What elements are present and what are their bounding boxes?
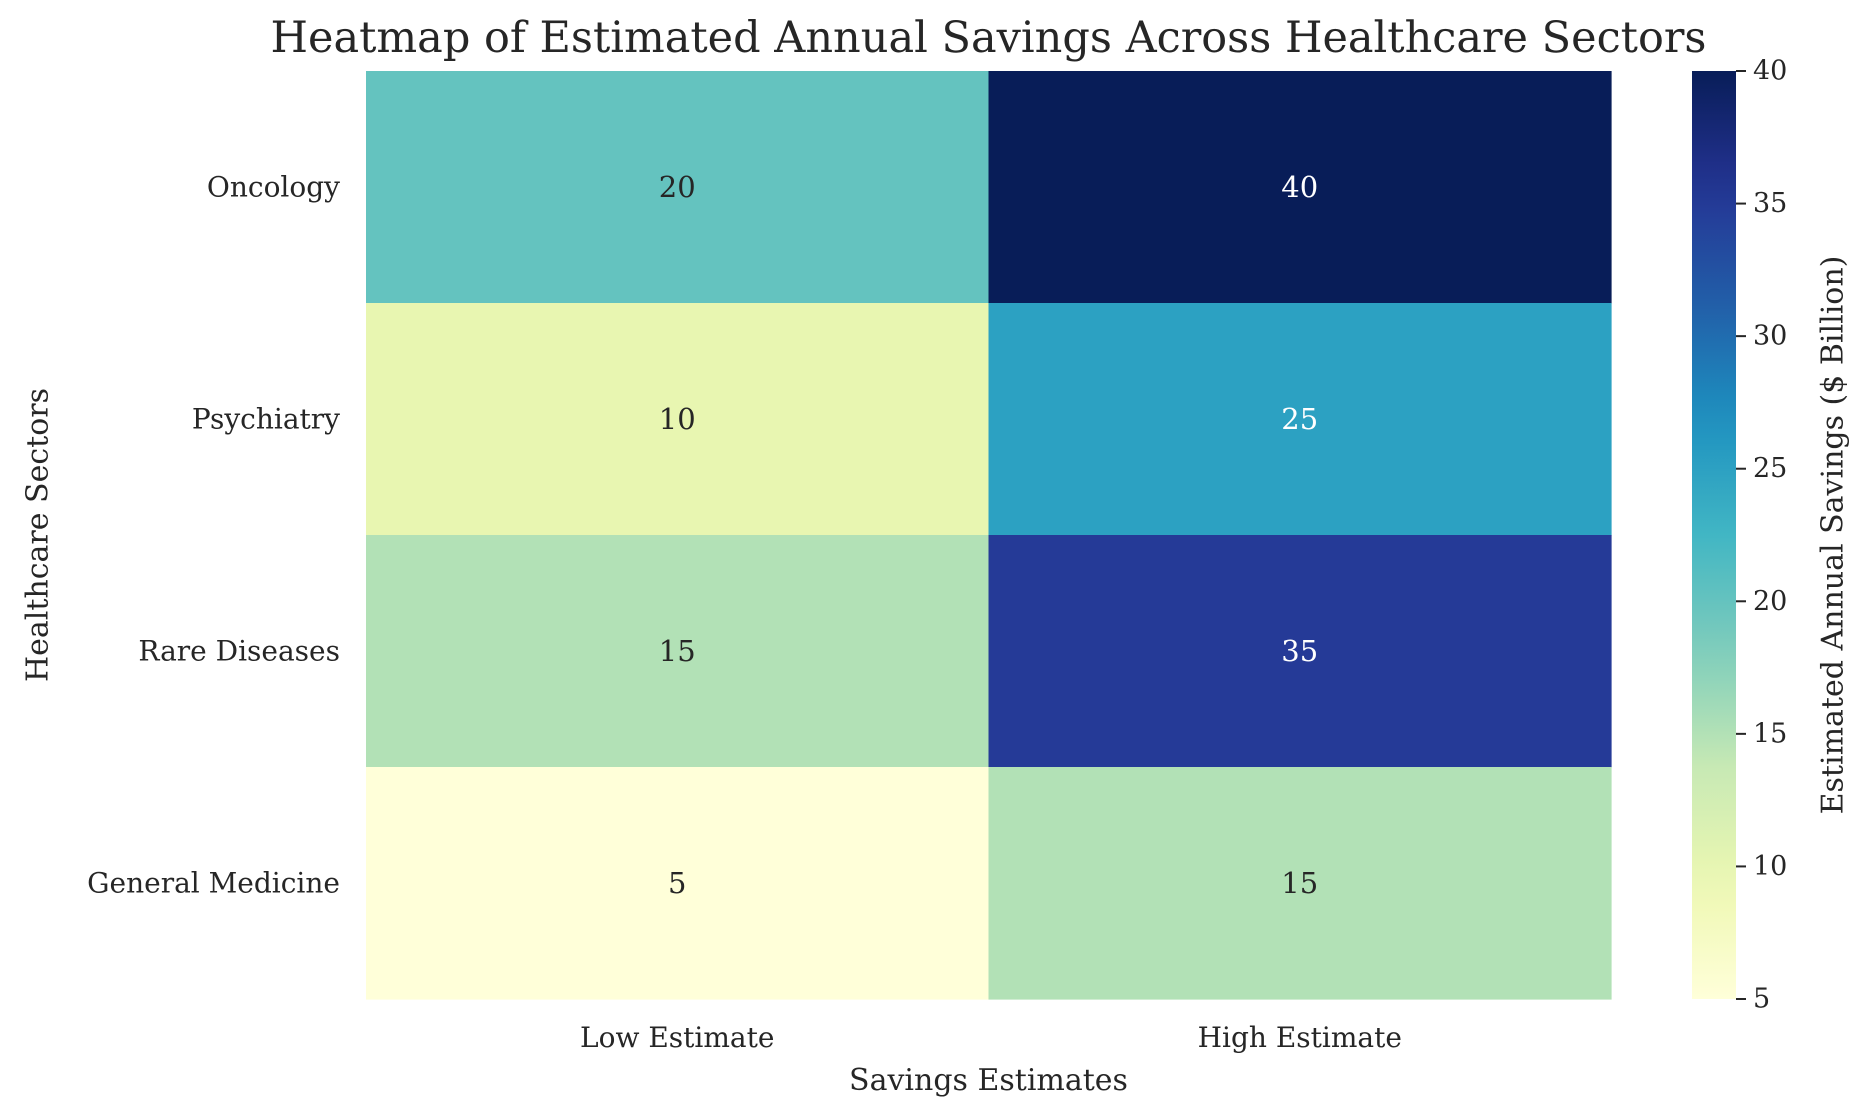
cell-value-label: 40 xyxy=(1281,170,1318,204)
y-axis-label: Healthcare Sectors xyxy=(21,388,56,682)
x-tick-labels: Low Estimate High Estimate xyxy=(580,1021,1402,1054)
colorbar-tick-label: 20 xyxy=(1753,586,1787,617)
y-tick-label: Oncology xyxy=(207,171,340,204)
colorbar-tick-label: 25 xyxy=(1753,453,1787,484)
y-tick-label: Rare Diseases xyxy=(138,635,340,668)
colorbar-gradient xyxy=(1692,71,1736,999)
cell-value-label: 15 xyxy=(659,634,696,668)
colorbar-tick-label: 35 xyxy=(1753,188,1787,219)
cell-value-label: 35 xyxy=(1281,634,1318,668)
colorbar-tick-label: 5 xyxy=(1753,984,1770,1015)
y-tick-label: General Medicine xyxy=(87,867,340,900)
colorbar-tick-label: 30 xyxy=(1753,321,1787,352)
cell-value-label: 15 xyxy=(1281,866,1318,900)
heatmap-cell-oncology-high-estimate xyxy=(988,71,1612,304)
heatmap-cell-psychiatry-high-estimate xyxy=(988,303,1612,536)
x-tick-label: Low Estimate xyxy=(580,1021,774,1054)
colorbar-ticks: 5 10 15 20 25 30 35 40 xyxy=(1736,56,1787,1015)
chart-title: Heatmap of Estimated Annual Savings Acro… xyxy=(271,13,1707,63)
colorbar-tick-label: 15 xyxy=(1753,718,1787,749)
heatmap-cell-oncology-low-estimate xyxy=(366,71,990,304)
heatmap-cell-rare-diseases-high-estimate xyxy=(988,535,1612,768)
x-axis-label: Savings Estimates xyxy=(849,1063,1128,1098)
heatmap-cell-psychiatry-low-estimate xyxy=(366,303,990,536)
colorbar-tick-label: 10 xyxy=(1753,851,1787,882)
heatmap-cell-general-medicine-low-estimate xyxy=(366,767,990,1000)
y-tick-labels: Oncology Psychiatry Rare Diseases General M… xyxy=(87,171,340,900)
colorbar-label: Estimated Annual Savings ($ Billion) xyxy=(1816,256,1851,815)
y-tick-label: Psychiatry xyxy=(192,403,340,436)
cell-value-label: 20 xyxy=(659,170,696,204)
heatmap-cells: 20 40 10 25 15 35 5 15 xyxy=(366,71,1612,1000)
heatmap-cell-general-medicine-high-estimate xyxy=(988,767,1612,1000)
heatmap-cell-rare-diseases-low-estimate xyxy=(366,535,990,768)
cell-value-label: 10 xyxy=(659,402,696,436)
colorbar-tick-label: 40 xyxy=(1753,56,1787,87)
cell-value-label: 25 xyxy=(1281,402,1318,436)
cell-value-label: 5 xyxy=(668,866,686,900)
colorbar: 5 10 15 20 25 30 35 40 Estimated Annual Savings… xyxy=(1692,56,1851,1015)
x-tick-label: High Estimate xyxy=(1198,1021,1402,1054)
